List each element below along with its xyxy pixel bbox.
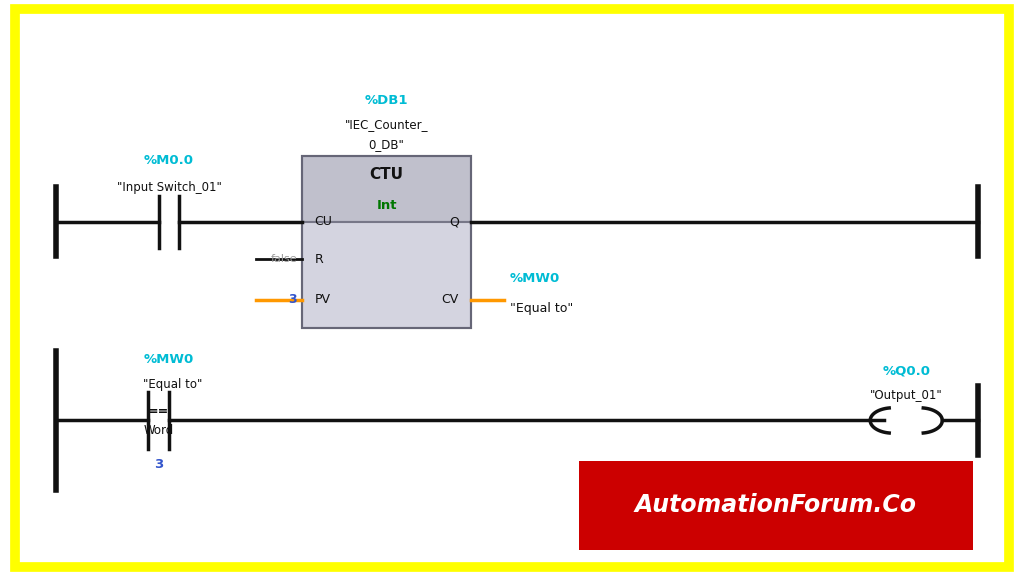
Text: 0_DB": 0_DB" <box>369 138 404 151</box>
Text: R: R <box>314 253 324 266</box>
Text: Q: Q <box>449 215 459 228</box>
Text: %M0.0: %M0.0 <box>144 154 194 167</box>
Text: 3: 3 <box>154 458 164 471</box>
Text: %Q0.0: %Q0.0 <box>883 364 930 377</box>
Text: Int: Int <box>376 199 397 212</box>
Text: "Equal to": "Equal to" <box>510 302 573 316</box>
Text: ==: == <box>148 406 169 418</box>
Text: %MW0: %MW0 <box>510 272 560 285</box>
Text: %DB1: %DB1 <box>365 93 409 107</box>
Text: CTU: CTU <box>370 166 403 181</box>
Text: "Equal to": "Equal to" <box>143 377 203 391</box>
Bar <box>579 461 973 550</box>
Text: CV: CV <box>441 293 459 306</box>
Text: "Input Switch_01": "Input Switch_01" <box>117 181 221 194</box>
Text: "Output_01": "Output_01" <box>869 389 943 402</box>
Bar <box>302 156 471 328</box>
Text: AutomationForum.Co: AutomationForum.Co <box>635 494 916 517</box>
Text: PV: PV <box>314 293 331 306</box>
Text: "IEC_Counter_: "IEC_Counter_ <box>345 118 428 131</box>
Text: Word: Word <box>143 425 174 437</box>
Text: 3: 3 <box>289 293 297 306</box>
Bar <box>302 156 471 222</box>
Text: CU: CU <box>314 215 332 228</box>
Bar <box>302 222 471 328</box>
Text: false: false <box>270 254 297 264</box>
Text: %MW0: %MW0 <box>143 353 194 366</box>
